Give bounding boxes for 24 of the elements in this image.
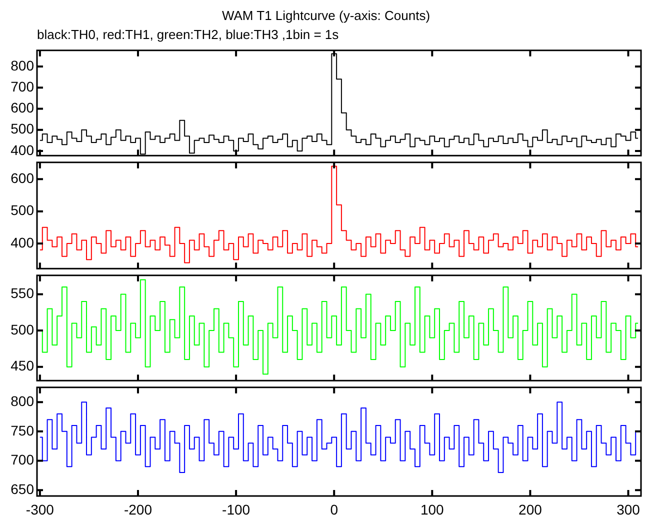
y-tick-label: 550 <box>10 285 34 302</box>
x-tick-label: 300 <box>616 501 640 515</box>
x-tick-label: 200 <box>518 501 542 515</box>
x-tick-label: 0 <box>330 501 338 515</box>
y-tick-label: 800 <box>10 57 34 74</box>
y-tick-label: 500 <box>10 202 34 218</box>
y-tick-label: 400 <box>10 142 34 158</box>
y-tick-label: 600 <box>10 170 34 186</box>
y-tick-label: 450 <box>10 358 34 374</box>
y-tick-label: 600 <box>10 100 34 116</box>
chart-subtitle: black:TH0, red:TH1, green:TH2, blue:TH3 ,1bin = 1s <box>37 27 339 42</box>
y-tick-label: 650 <box>10 480 34 497</box>
y-tick-label: 800 <box>10 392 34 409</box>
x-tick-label: -300 <box>26 501 54 515</box>
chart-title: WAM T1 Lightcurve (y-axis: Counts) <box>220 8 432 23</box>
x-tick-label: -200 <box>124 501 152 515</box>
y-tick-label: 750 <box>10 422 34 438</box>
x-tick-label: -100 <box>222 501 250 515</box>
x-tick-label: 100 <box>420 501 444 515</box>
y-tick-label: 700 <box>10 452 34 468</box>
y-tick-label: 700 <box>10 78 34 94</box>
y-tick-label: 400 <box>10 234 34 250</box>
y-tick-label: 500 <box>10 120 34 137</box>
y-tick-label: 500 <box>10 321 34 338</box>
